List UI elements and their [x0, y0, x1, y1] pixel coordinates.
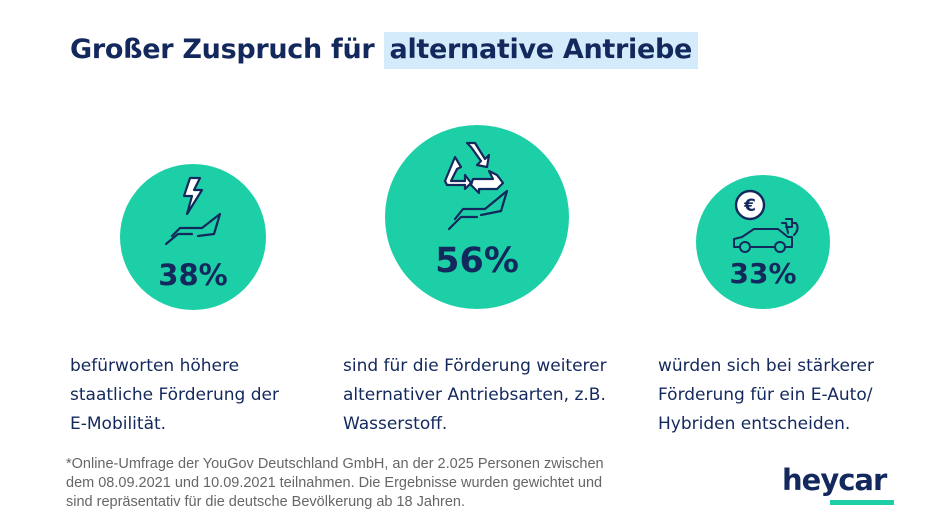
- euro-electric-car-icon: €: [733, 189, 799, 253]
- stat-description-2: sind für die Förderung weiterer alternat…: [343, 356, 607, 434]
- logo-underline: [830, 500, 894, 505]
- stat-value-1: 38%: [158, 258, 228, 292]
- stat-description-1: befürworten höhere staatliche Förderung …: [70, 356, 279, 434]
- stat-description-3: würden sich bei stärkerer Förderung für …: [658, 356, 874, 434]
- stat-circle-1: 38%: [120, 164, 266, 310]
- page-title: Großer Zuspruch für alternative Antriebe: [70, 32, 699, 69]
- heycar-logo: heycar: [782, 463, 887, 497]
- title-highlight: alternative Antriebe: [383, 32, 699, 69]
- stat-value-3: 33%: [729, 257, 797, 290]
- stat-circle-3: € 33%: [696, 175, 830, 309]
- stat-circle-2: 56%: [385, 125, 569, 309]
- lightning-hand-icon: [164, 176, 222, 246]
- recycle-hand-icon: [443, 141, 509, 231]
- stat-value-2: 56%: [435, 241, 519, 281]
- footnote: *Online-Umfrage der YouGov Deutschland G…: [66, 456, 604, 510]
- svg-text:€: €: [743, 196, 756, 216]
